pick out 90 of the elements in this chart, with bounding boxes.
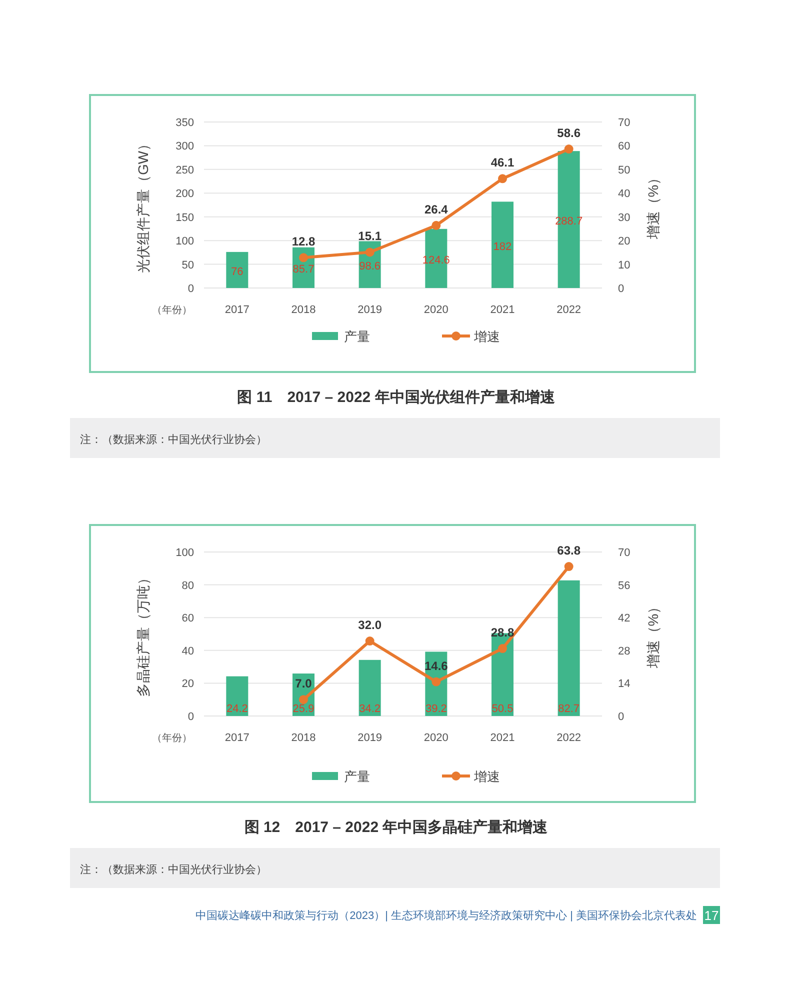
point	[432, 677, 441, 686]
point	[498, 644, 507, 654]
y-tick-label: 150	[176, 212, 194, 224]
text: （年份）	[152, 304, 192, 316]
point	[299, 695, 308, 704]
y2-tick-label: 10	[618, 259, 630, 272]
y2-tick-label: 0	[618, 711, 624, 723]
x-tick-label: 2019	[358, 732, 382, 744]
bar	[492, 202, 514, 288]
data-label: 76	[231, 266, 244, 278]
point	[564, 562, 574, 572]
y-tick-label: 0	[188, 283, 194, 295]
data-label: 82.7	[558, 703, 580, 715]
y-tick-label: 0	[188, 711, 194, 723]
bar	[226, 676, 248, 716]
x-tick-label: 2019	[358, 304, 382, 316]
point	[365, 248, 374, 257]
y-tick-label: 200	[176, 188, 194, 200]
x-tick-label: 2021	[490, 732, 515, 744]
bar	[358, 660, 381, 716]
legend-label: 增速	[473, 329, 500, 344]
text: 图 11 2017 – 2022 年中国光伏组件产量和增速	[237, 389, 556, 406]
x-tick-label: 2020	[424, 304, 448, 316]
x-tick-label: 2017	[224, 304, 250, 316]
y-tick-label: 250	[176, 164, 194, 176]
y2-tick-label: 50	[618, 164, 630, 176]
x-tick-label: 2018	[291, 304, 316, 316]
y-tick-label: 40	[182, 645, 194, 658]
y2-tick-label: 70	[618, 547, 630, 559]
x-tick-label: 2020	[424, 732, 448, 744]
data-label: 46.1	[490, 156, 514, 170]
point	[498, 174, 507, 184]
y2-tick-label: 30	[618, 212, 630, 224]
x-tick-label: 2021	[490, 304, 515, 316]
bar	[558, 151, 580, 288]
data-label: 34.2	[359, 703, 381, 715]
data-label: 85.7	[292, 264, 314, 276]
point	[365, 636, 374, 646]
data-label: 26.4	[424, 202, 448, 216]
data-label: 50.5	[492, 703, 514, 715]
y-tick-label: 60	[182, 612, 194, 625]
y-axis-title: 多晶硅产量（万吨）	[135, 571, 151, 697]
data-label: 25.9	[292, 703, 314, 715]
y2-tick-label: 14	[618, 678, 630, 690]
x-tick-label: 2022	[556, 304, 582, 316]
text: 17	[704, 908, 719, 923]
y2-tick-label: 40	[618, 188, 630, 200]
y2-axis-title: 增速（%）	[645, 600, 661, 670]
data-label: 32.0	[358, 618, 382, 632]
y2-tick-label: 56	[618, 580, 630, 592]
data-label: 15.1	[358, 229, 382, 244]
legend-label: 产量	[344, 329, 370, 344]
x-tick-label: 2018	[291, 732, 316, 744]
y-tick-label: 50	[182, 259, 194, 272]
data-label: 24.2	[226, 703, 248, 715]
y2-axis-title: 增速（%）	[645, 170, 661, 240]
x-tick-label: 2017	[224, 732, 250, 744]
y2-tick-label: 60	[618, 140, 630, 153]
y2-tick-label: 42	[618, 612, 630, 625]
data-label: 63.8	[557, 544, 581, 558]
data-label: 182	[493, 240, 512, 253]
data-label: 39.2	[425, 703, 447, 715]
text: （年份）	[152, 732, 192, 744]
text: 注：（数据来源：中国光伏行业协会）	[80, 433, 267, 446]
data-label: 58.6	[557, 126, 581, 140]
y-tick-label: 100	[176, 547, 194, 559]
text: 注：（数据来源：中国光伏行业协会）	[80, 863, 267, 876]
y2-tick-label: 70	[618, 117, 630, 129]
y-tick-label: 350	[176, 117, 194, 129]
data-label: 12.8	[292, 234, 316, 249]
legend-label: 增速	[473, 769, 500, 784]
point	[299, 253, 308, 262]
bar	[558, 580, 580, 716]
y2-tick-label: 0	[618, 283, 624, 295]
y2-tick-label: 28	[618, 645, 630, 658]
y2-tick-label: 20	[618, 236, 630, 248]
x-tick-label: 2022	[556, 732, 582, 744]
y-axis-title: 光伏组件产量（GW）	[135, 136, 151, 274]
y-tick-label: 300	[176, 140, 194, 153]
point	[432, 220, 441, 230]
y-tick-label: 20	[182, 678, 194, 690]
text: 图 12 2017 – 2022 年中国多晶硅产量和增速	[244, 819, 549, 836]
bar	[226, 252, 248, 288]
text: 中国碳达峰碳中和政策与行动（2023）| 生态环境部环境与经济政策研究中心 | 美国环保协会北京代表处	[196, 909, 697, 922]
point	[564, 144, 574, 154]
data-label: 98.6	[359, 260, 381, 273]
legend-label: 产量	[344, 769, 370, 784]
y-tick-label: 80	[182, 580, 194, 592]
y-tick-label: 100	[176, 236, 194, 248]
data-label: 7.0	[295, 676, 312, 691]
